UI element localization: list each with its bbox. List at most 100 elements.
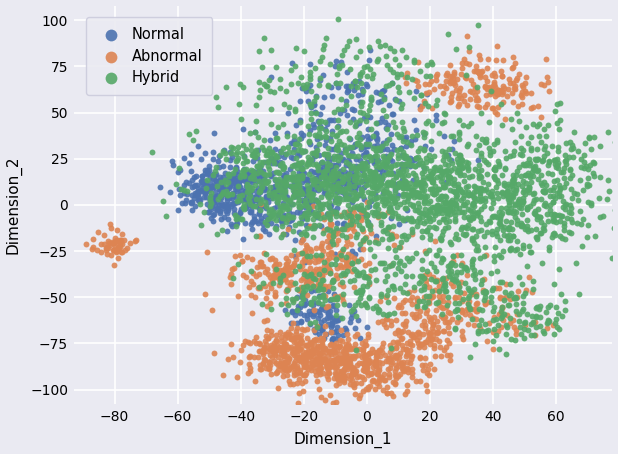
Hybrid [357,226,367,233]
Normal [230,169,240,176]
Normal [309,310,319,317]
Normal [292,319,302,326]
Hybrid [311,197,321,204]
Normal [268,158,278,165]
Normal [375,118,384,126]
Normal [362,323,372,331]
Abnormal [444,318,454,326]
Abnormal [287,349,297,356]
Abnormal [320,396,330,403]
Hybrid [337,279,347,286]
Abnormal [300,257,310,264]
Abnormal [290,365,300,372]
Hybrid [364,167,374,174]
Hybrid [501,217,510,224]
Hybrid [250,182,260,189]
Hybrid [384,223,394,230]
Abnormal [350,369,360,376]
Abnormal [306,279,316,286]
Normal [206,206,216,213]
Abnormal [300,369,310,376]
Hybrid [289,201,298,208]
Hybrid [371,276,381,284]
Abnormal [347,377,357,384]
Hybrid [298,288,308,296]
Abnormal [289,338,299,345]
Abnormal [511,326,521,334]
Hybrid [394,170,404,178]
Hybrid [453,236,463,243]
Abnormal [459,56,468,63]
Hybrid [398,124,408,132]
Hybrid [454,180,464,188]
Abnormal [251,272,261,280]
Abnormal [241,274,251,281]
Hybrid [454,128,464,135]
Hybrid [261,152,271,159]
Hybrid [486,293,496,300]
Normal [310,177,320,184]
Hybrid [347,216,357,223]
Normal [331,57,341,64]
Hybrid [355,206,365,213]
Normal [353,316,363,324]
Hybrid [439,199,449,206]
Normal [200,166,210,173]
Normal [266,194,276,202]
Abnormal [350,332,360,340]
Normal [345,162,355,169]
Abnormal [310,368,320,375]
Abnormal [403,329,413,336]
Hybrid [420,206,430,213]
Normal [350,186,360,193]
Hybrid [349,276,358,284]
Abnormal [343,343,353,350]
Hybrid [544,317,554,324]
Hybrid [413,153,423,161]
Abnormal [331,398,341,405]
Normal [311,168,321,176]
Hybrid [215,192,225,200]
Hybrid [376,181,386,188]
Hybrid [432,251,442,258]
Hybrid [611,138,618,145]
Abnormal [301,276,311,283]
Normal [247,175,257,183]
Hybrid [509,147,519,154]
Hybrid [404,191,414,198]
Normal [239,169,248,177]
Hybrid [200,208,210,216]
Hybrid [425,218,435,225]
Abnormal [541,55,551,63]
Normal [301,87,311,94]
Hybrid [259,176,269,183]
Abnormal [464,300,473,307]
Normal [365,202,375,209]
Hybrid [271,225,281,232]
Abnormal [267,354,277,361]
Abnormal [389,242,399,249]
Hybrid [286,183,295,190]
Abnormal [384,371,394,378]
Normal [210,171,220,178]
Abnormal [360,360,370,368]
Hybrid [464,221,473,228]
Hybrid [506,246,515,253]
Hybrid [314,129,324,136]
Hybrid [433,195,442,202]
Hybrid [213,195,222,202]
Hybrid [603,176,612,183]
Hybrid [560,157,570,164]
Hybrid [549,229,559,237]
Abnormal [428,321,438,328]
Normal [200,170,210,177]
Abnormal [387,393,397,400]
Abnormal [530,332,540,339]
Hybrid [321,127,331,134]
Abnormal [279,352,289,360]
Hybrid [290,155,300,162]
Abnormal [255,361,265,369]
Hybrid [299,211,309,218]
Hybrid [533,155,543,163]
Hybrid [258,136,268,143]
